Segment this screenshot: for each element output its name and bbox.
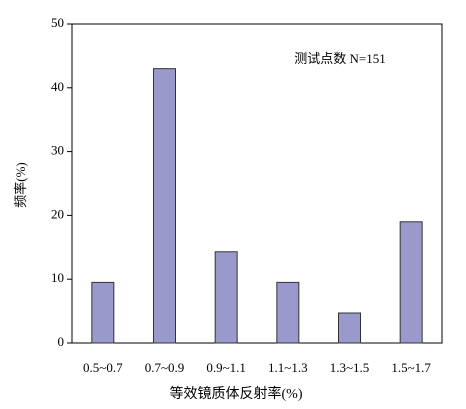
x-tick-label: 1.1~1.3 (268, 360, 308, 375)
y-axis-label: 频率(%) (13, 162, 28, 208)
x-tick-label: 0.7~0.9 (145, 360, 185, 375)
bar (399, 221, 423, 344)
annotation: 测试点数 N=151 (294, 51, 385, 66)
y-tick-label: 0 (58, 334, 65, 349)
y-tick-label: 20 (51, 206, 64, 221)
y-tick-label: 10 (51, 270, 64, 285)
bar (214, 251, 238, 344)
x-tick-label: 1.5~1.7 (391, 360, 431, 375)
y-tick-label: 40 (51, 79, 64, 94)
bar (276, 281, 300, 344)
y-tick-label: 50 (51, 15, 64, 30)
bar (91, 281, 115, 344)
x-tick-label: 0.9~1.1 (206, 360, 246, 375)
x-tick-label: 0.5~0.7 (83, 360, 123, 375)
bar (153, 68, 176, 344)
y-tick-label: 30 (51, 143, 64, 158)
bar (338, 312, 361, 344)
x-tick-label: 1.3~1.5 (330, 360, 370, 375)
plot-frame (71, 23, 443, 344)
x-axis-label: 等效镜质体反射率(%) (170, 385, 303, 402)
